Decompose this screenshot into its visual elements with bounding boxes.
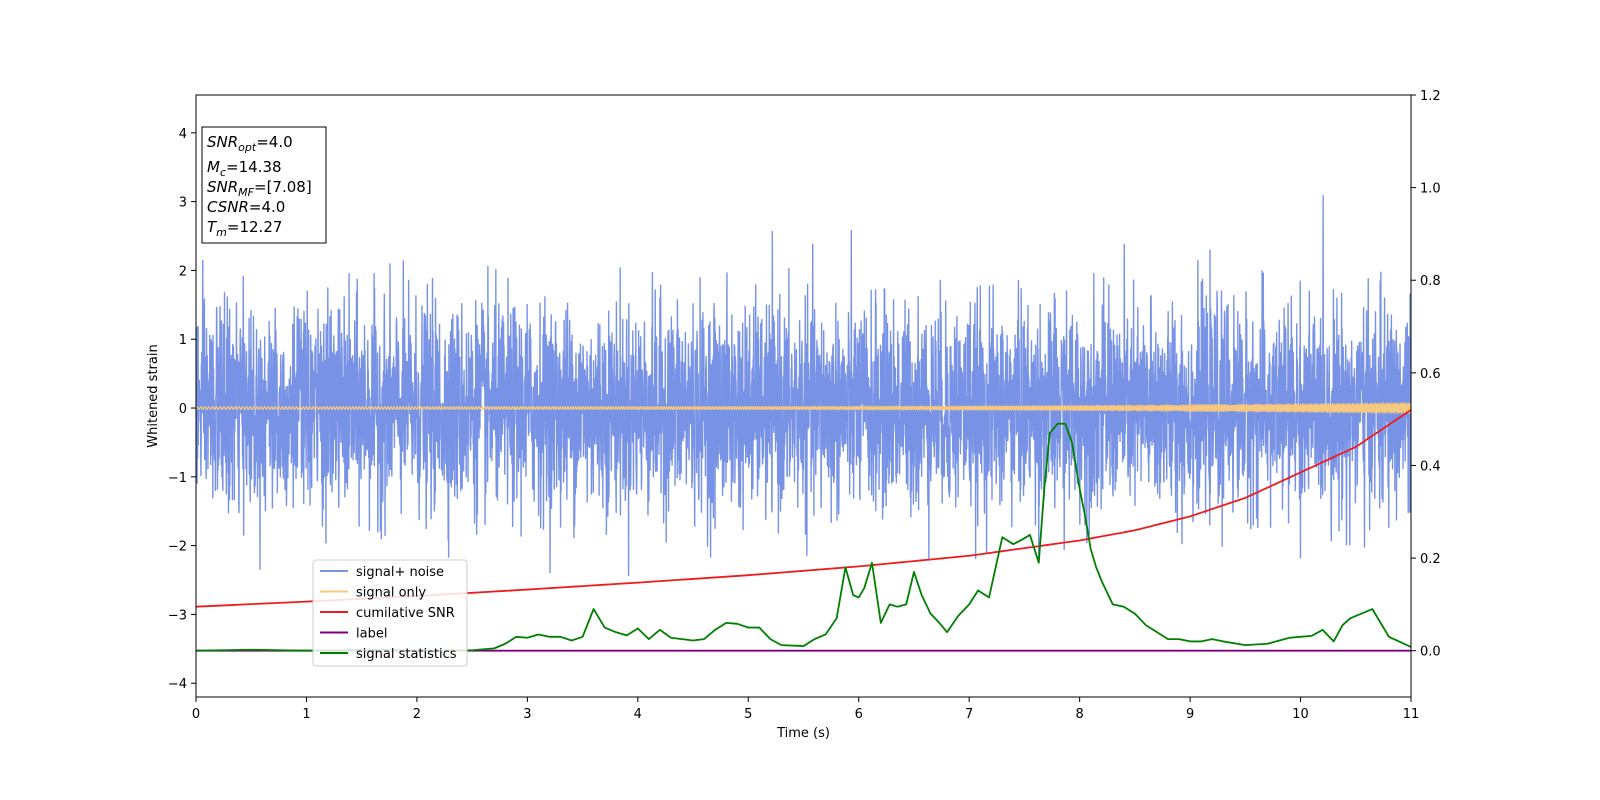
info-snr-mf-value: [7.08] <box>267 178 312 196</box>
y-tick-label: 2 <box>179 264 187 279</box>
axes-frame <box>195 94 1412 698</box>
y2-tick-label: 1.0 <box>1420 182 1441 197</box>
legend: signal+ noise signal only cumilative SNR la… <box>312 559 468 667</box>
x-tick-label: 7 <box>965 707 973 722</box>
y-tick-label: 3 <box>179 196 187 211</box>
y-tick-label: 4 <box>179 127 187 142</box>
y-tick-label: −2 <box>168 540 187 555</box>
y2-tick-label: 0.2 <box>1420 552 1441 567</box>
x-tick-label: 10 <box>1292 707 1309 722</box>
info-tm: Tm=12.27 <box>207 218 282 239</box>
y2-tick-label: 0.0 <box>1420 645 1441 660</box>
info-csnr-value: 4.0 <box>262 198 286 216</box>
legend-frame <box>312 559 468 667</box>
info-csnr: CSNR=4.0 <box>207 198 285 216</box>
info-tm-value: 12.27 <box>239 218 282 236</box>
legend-label: signal statistics <box>356 647 457 662</box>
info-mc-value: 14.38 <box>239 158 282 176</box>
x-tick-label: 3 <box>523 707 531 722</box>
x-tick-label: 11 <box>1403 707 1420 722</box>
y-axis-label: Whitened strain <box>146 344 161 447</box>
x-tick-label: 8 <box>1075 707 1083 722</box>
info-mc: Mc=14.38 <box>207 158 282 179</box>
y2-tick-label: 1.2 <box>1420 89 1441 104</box>
y-tick-label: 0 <box>179 402 187 417</box>
x-tick-label: 5 <box>744 707 752 722</box>
x-axis-label: Time (s) <box>776 726 830 741</box>
ticks: 0 1 2 3 4 5 6 7 8 9 10 1143210−1−2−3−41.21.00.80.60… <box>168 89 1441 722</box>
info-box: SNRopt=4.0 Mc=14.38 SNRMF=[7.08] CSNR=4.… <box>201 126 327 244</box>
x-tick-label: 1 <box>302 707 310 722</box>
series-signal-only <box>196 401 1411 414</box>
series-signal-statistics <box>196 422 1411 652</box>
legend-label: signal only <box>356 586 426 601</box>
x-tick-label: 9 <box>1186 707 1194 722</box>
legend-label: cumilative SNR <box>356 606 455 621</box>
series-signal-noise <box>196 195 1411 577</box>
legend-label: signal+ noise <box>356 565 444 580</box>
info-snr-opt-value: 4.0 <box>269 133 293 151</box>
y-tick-label: −1 <box>168 471 187 486</box>
y-tick-label: 1 <box>179 333 187 348</box>
y2-tick-label: 0.8 <box>1420 274 1441 289</box>
y2-tick-label: 0.4 <box>1420 459 1441 474</box>
info-box-frame <box>201 126 327 244</box>
y2-tick-label: 0.6 <box>1420 367 1441 382</box>
x-tick-label: 6 <box>855 707 863 722</box>
x-tick-label: 2 <box>413 707 421 722</box>
x-tick-label: 0 <box>192 707 200 722</box>
y-tick-label: −4 <box>168 677 187 692</box>
info-snr-mf: SNRMF=[7.08] <box>207 178 312 199</box>
legend-label: label <box>356 627 387 642</box>
y-tick-label: −3 <box>168 608 187 623</box>
x-tick-label: 4 <box>634 707 642 722</box>
info-snr-opt: SNRopt=4.0 <box>207 133 293 154</box>
